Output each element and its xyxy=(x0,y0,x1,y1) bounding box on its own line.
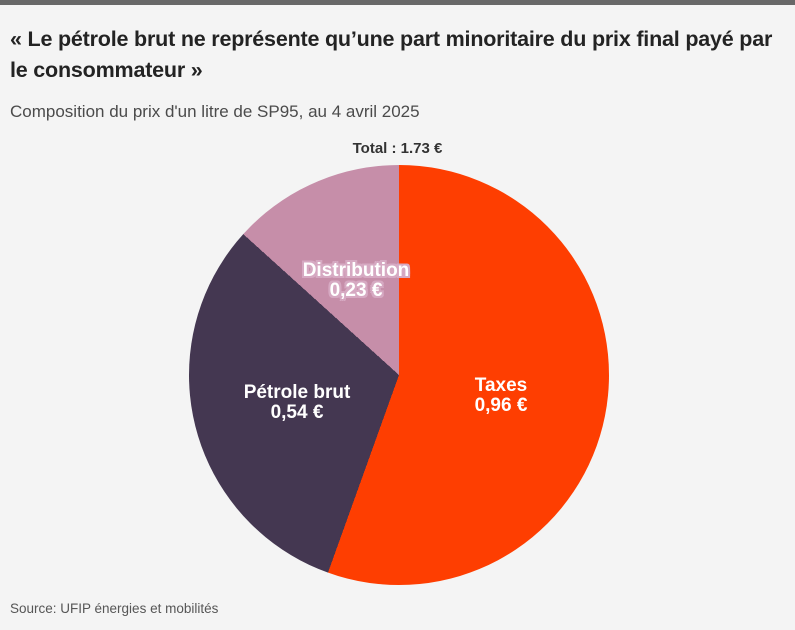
slice-value: 0,96 € xyxy=(474,395,528,416)
slice-name: Distribution xyxy=(302,260,410,281)
source-note: Source: UFIP énergies et mobilités xyxy=(10,601,219,616)
page-title: « Le pétrole brut ne représente qu’une p… xyxy=(10,27,773,82)
slice-value: 0,23 € xyxy=(329,280,383,301)
slice-value: 0,54 € xyxy=(270,402,324,423)
slice-label-distribution: Distribution 0,23 € xyxy=(303,261,410,301)
slice-name: Pétrole brut xyxy=(243,382,351,403)
slice-name: Taxes xyxy=(474,375,528,396)
slice-label-petrole-brut: Pétrole brut 0,54 € xyxy=(244,383,351,423)
slice-label-taxes: Taxes 0,96 € xyxy=(475,376,528,416)
total-label: Total : 1.73 € xyxy=(352,140,443,157)
chart-subtitle: Composition du prix d'un litre de SP95, … xyxy=(10,102,420,121)
pie-chart xyxy=(189,165,609,585)
top-accent-bar xyxy=(0,0,795,5)
